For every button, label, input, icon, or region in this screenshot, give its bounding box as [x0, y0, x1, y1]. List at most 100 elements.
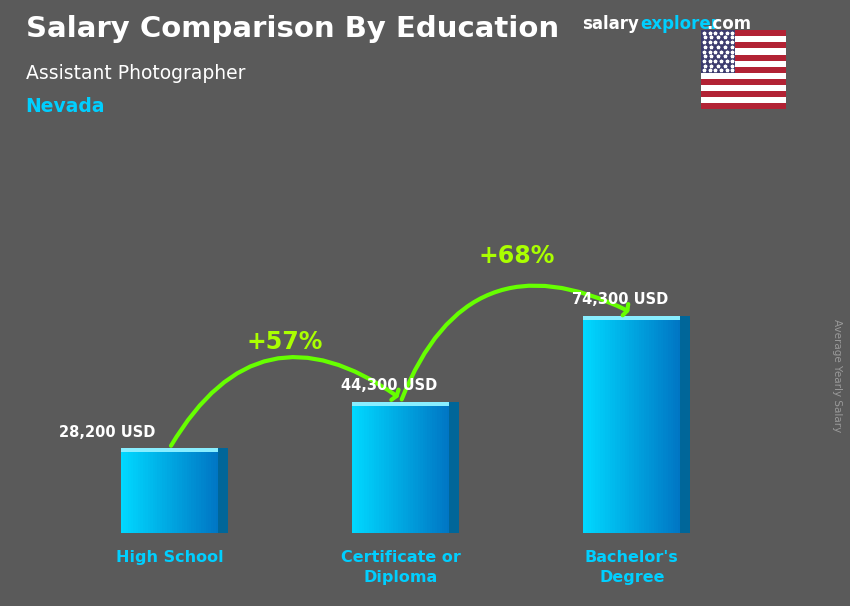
- Bar: [382, 406, 384, 533]
- Bar: [211, 453, 213, 533]
- Bar: [617, 320, 620, 533]
- Bar: [639, 320, 642, 533]
- Bar: [586, 320, 588, 533]
- Bar: [388, 406, 391, 533]
- Bar: [661, 320, 664, 533]
- FancyArrowPatch shape: [402, 285, 628, 399]
- Bar: [174, 453, 177, 533]
- Text: +68%: +68%: [478, 244, 554, 268]
- Bar: [203, 453, 207, 533]
- Bar: [701, 55, 786, 61]
- Bar: [383, 406, 387, 533]
- Bar: [600, 320, 603, 533]
- Bar: [131, 453, 133, 533]
- Bar: [121, 448, 218, 453]
- Bar: [668, 320, 671, 533]
- FancyArrowPatch shape: [171, 357, 399, 446]
- Text: Salary Comparison By Education: Salary Comparison By Education: [26, 15, 558, 43]
- Bar: [627, 320, 630, 533]
- Bar: [179, 453, 182, 533]
- Bar: [701, 97, 786, 103]
- Bar: [366, 406, 370, 533]
- Bar: [400, 406, 404, 533]
- Bar: [213, 453, 216, 533]
- Bar: [201, 453, 204, 533]
- Text: 44,300 USD: 44,300 USD: [341, 379, 437, 393]
- Text: Average Yearly Salary: Average Yearly Salary: [832, 319, 842, 432]
- Bar: [637, 320, 639, 533]
- Bar: [162, 453, 165, 533]
- Bar: [206, 453, 208, 533]
- Bar: [145, 453, 148, 533]
- Bar: [430, 406, 433, 533]
- Bar: [182, 453, 184, 533]
- Bar: [403, 406, 405, 533]
- Bar: [646, 320, 649, 533]
- Bar: [128, 453, 131, 533]
- Bar: [352, 402, 449, 406]
- Bar: [386, 406, 388, 533]
- Bar: [140, 453, 143, 533]
- Bar: [622, 320, 625, 533]
- Text: salary: salary: [582, 15, 639, 33]
- Bar: [449, 402, 459, 533]
- Bar: [701, 61, 786, 67]
- Text: High School: High School: [116, 550, 224, 565]
- Text: Bachelor's
Degree: Bachelor's Degree: [585, 550, 678, 585]
- Bar: [701, 91, 786, 97]
- Bar: [379, 406, 382, 533]
- Bar: [701, 103, 786, 109]
- Text: 74,300 USD: 74,300 USD: [572, 293, 668, 307]
- Bar: [701, 30, 735, 73]
- Bar: [445, 406, 447, 533]
- Bar: [422, 406, 425, 533]
- Text: .com: .com: [706, 15, 751, 33]
- Bar: [595, 320, 598, 533]
- Bar: [408, 406, 411, 533]
- Bar: [133, 453, 136, 533]
- Bar: [374, 406, 377, 533]
- Bar: [676, 320, 678, 533]
- Bar: [701, 36, 786, 42]
- Bar: [360, 406, 362, 533]
- Bar: [399, 406, 401, 533]
- Bar: [352, 406, 354, 533]
- Bar: [654, 320, 656, 533]
- Bar: [673, 320, 676, 533]
- Bar: [420, 406, 422, 533]
- Bar: [365, 406, 367, 533]
- Bar: [642, 320, 644, 533]
- Bar: [651, 320, 654, 533]
- Bar: [417, 406, 421, 533]
- Bar: [126, 453, 128, 533]
- Bar: [413, 406, 416, 533]
- Text: Certificate or
Diploma: Certificate or Diploma: [341, 550, 461, 585]
- Bar: [191, 453, 194, 533]
- Bar: [136, 453, 139, 533]
- Bar: [649, 320, 651, 533]
- Bar: [663, 320, 666, 533]
- Bar: [362, 406, 365, 533]
- Bar: [634, 320, 637, 533]
- Bar: [143, 453, 145, 533]
- Bar: [160, 453, 162, 533]
- Bar: [629, 320, 632, 533]
- Bar: [591, 320, 593, 533]
- Bar: [354, 406, 357, 533]
- Bar: [369, 406, 371, 533]
- Bar: [608, 320, 610, 533]
- Bar: [371, 406, 374, 533]
- Bar: [121, 453, 124, 533]
- Bar: [583, 320, 586, 533]
- Bar: [439, 406, 442, 533]
- Bar: [357, 406, 360, 533]
- Bar: [625, 320, 627, 533]
- Bar: [632, 320, 634, 533]
- Bar: [701, 67, 786, 73]
- Bar: [644, 320, 647, 533]
- Bar: [167, 453, 170, 533]
- Bar: [187, 453, 190, 533]
- Bar: [425, 406, 428, 533]
- Text: +57%: +57%: [247, 330, 323, 355]
- Bar: [442, 406, 445, 533]
